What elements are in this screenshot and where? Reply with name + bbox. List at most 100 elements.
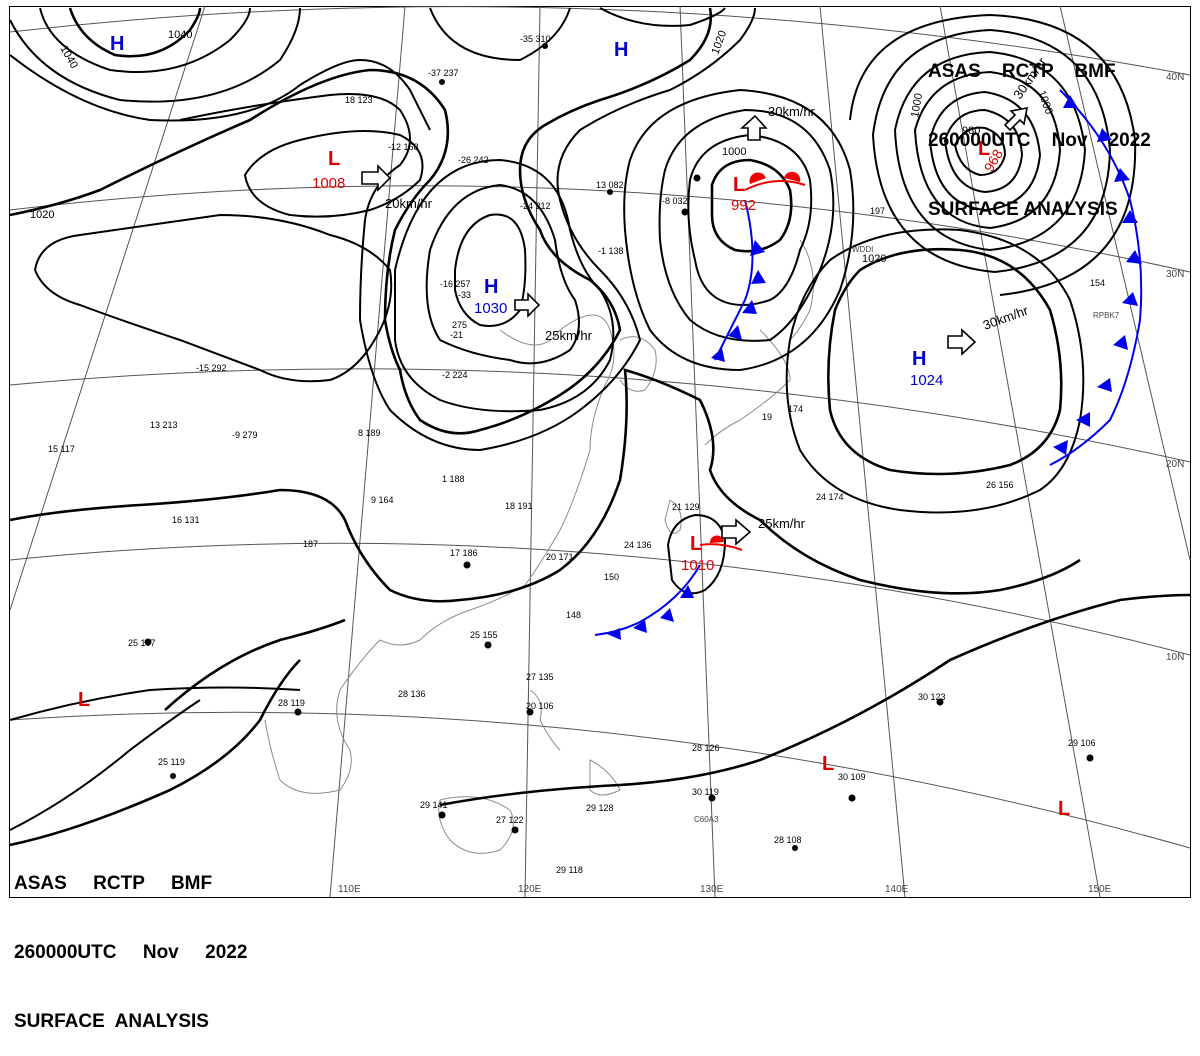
- station-value: 13 213: [150, 420, 178, 430]
- isobar-east-2: [785, 228, 1085, 514]
- parallel-40n: [9, 6, 1191, 76]
- station-marker: [439, 79, 445, 85]
- low-center-symbol: L: [822, 753, 834, 775]
- isobar-label: 1020: [30, 209, 54, 221]
- borneo-coast: [438, 796, 514, 854]
- weather-map: 20km/hr 25km/hr 30km/hr 30km/hr 30km/hr …: [9, 5, 1191, 898]
- longitude-label: 110E: [338, 884, 361, 895]
- motion-arrow-icon: [721, 518, 752, 546]
- station-value: 29 106: [1068, 738, 1096, 748]
- station-id: WDDI: [852, 245, 873, 254]
- isobar-north-2: [599, 7, 726, 27]
- motion-arrow-icon: [361, 164, 392, 192]
- isobar-label: 1000: [909, 92, 925, 118]
- taiwan-coast: [664, 499, 682, 534]
- station-marker: [1086, 754, 1094, 762]
- isobar-1020-east: [827, 247, 1063, 476]
- cold-front-line: [1049, 89, 1143, 466]
- isobar-968-4: [913, 70, 1062, 230]
- warm-front-line: [699, 543, 743, 551]
- cold-front-east: [1049, 89, 1143, 466]
- station-value: -21: [450, 330, 463, 340]
- cold-front-tri: [1097, 128, 1112, 142]
- station-value: 29 141: [420, 800, 448, 810]
- parallel-0n: [9, 711, 1191, 849]
- isobar-968-5: [893, 50, 1087, 252]
- station-marker: [526, 708, 534, 716]
- meridian-150e: [939, 5, 1101, 898]
- motion-arrow-icon: [514, 292, 541, 318]
- station-marker: [936, 698, 944, 706]
- station-value: 29 118: [556, 865, 583, 875]
- station-marker: [511, 826, 519, 834]
- map-border: [9, 6, 1191, 898]
- high-center-value: 1024: [910, 372, 943, 389]
- station-value: 1 188: [442, 474, 465, 484]
- warm-front-south: [699, 535, 743, 551]
- meridian-120e: [524, 5, 541, 898]
- longitude-label: 150E: [1088, 884, 1112, 895]
- motion-label: 20km/hr: [385, 196, 433, 211]
- header-issuer: ASAS RCTP BMF: [14, 873, 213, 894]
- philippines-coast: [529, 689, 621, 796]
- station-value: 9 164: [371, 495, 394, 505]
- cold-front-tri: [633, 620, 647, 633]
- meridian-100e: [9, 5, 206, 611]
- meridian-160e: [1059, 5, 1191, 561]
- station-value: 30 109: [838, 772, 866, 782]
- cold-front-tri: [1097, 378, 1112, 392]
- station-value: 150: [604, 572, 619, 582]
- longitude-label: 120E: [518, 884, 542, 895]
- station-value: 174: [788, 404, 803, 414]
- isobar-equatorial-1: [164, 618, 346, 711]
- station-value: 16 131: [172, 515, 200, 525]
- station-value: 30 123: [918, 692, 946, 702]
- station-value: 28 136: [398, 689, 426, 699]
- isobar-low992-4: [623, 88, 855, 372]
- cold-front-tri: [1122, 292, 1138, 306]
- isobar-label: 1000: [722, 146, 746, 158]
- low-center-value: 992: [731, 197, 756, 214]
- station-value: 25 107: [128, 638, 156, 648]
- cold-front-south: [594, 564, 701, 640]
- isobar-968-7: [849, 13, 1137, 296]
- cold-front-tri: [1126, 250, 1142, 264]
- station-value: 20 171: [546, 552, 574, 562]
- station-value: 29 128: [586, 803, 614, 813]
- parallel-10n: [9, 542, 1191, 656]
- station-value: 148: [566, 610, 581, 620]
- high-center-symbol: H: [110, 33, 124, 55]
- low-center-symbol: L: [1058, 798, 1070, 820]
- station-marker: [693, 174, 701, 182]
- cold-front-tri: [751, 270, 766, 284]
- longitude-label-group: 110E 120E 130E 140E 150E: [338, 884, 1112, 895]
- isobar-equatorial-2: [9, 686, 301, 721]
- cold-front-main: [711, 199, 766, 362]
- motion-arrow-icon: [947, 328, 977, 356]
- station-value: 21 129: [672, 502, 700, 512]
- cold-front-tri: [742, 300, 757, 314]
- low-center-value: 1010: [681, 557, 714, 574]
- motion-label: 25km/hr: [758, 516, 806, 531]
- isobar-1008-low: [243, 130, 424, 218]
- meridian-130e: [679, 5, 716, 898]
- isobar-wide-south: [9, 699, 201, 831]
- warm-front-bump: [784, 171, 801, 182]
- station-marker: [708, 794, 716, 802]
- isobar-1020-sweep: [9, 368, 1081, 603]
- isobar-label: 1040: [168, 29, 192, 41]
- station-value: 15 117: [48, 444, 75, 454]
- indochina-coast: [264, 639, 381, 794]
- high-center-symbol: H: [614, 39, 628, 61]
- station-value: -16 257: [440, 279, 471, 289]
- station-value: -35 310: [520, 34, 551, 44]
- high-center-value: 1030: [474, 300, 507, 317]
- station-value: 25 155: [470, 630, 498, 640]
- meridian-140e: [819, 5, 906, 898]
- low-center-symbol: L: [78, 689, 90, 711]
- chart-header-bottom: ASAS RCTP BMF 260000UTC Nov 2022 SURFACE…: [14, 826, 247, 1056]
- chart-header-top: ASAS RCTP BMF 260000UTC Nov 2022 SURFACE…: [928, 14, 1151, 244]
- station-value: 13 082: [596, 180, 624, 190]
- station-value: 197: [870, 206, 885, 216]
- motion-label: 30km/hr: [768, 104, 816, 119]
